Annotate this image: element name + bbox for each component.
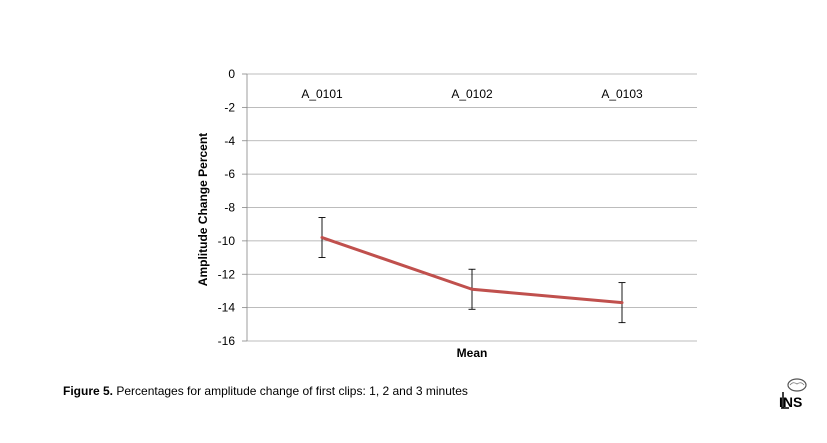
gridlines (242, 73, 697, 342)
series-group (318, 217, 626, 324)
y-tick-label: -6 (224, 167, 235, 181)
y-axis-title: Amplitude Change Percent (196, 133, 210, 286)
y-tick-label: -14 (218, 301, 236, 315)
brain-logo-icon: INS (775, 376, 823, 412)
y-tick-label: -12 (218, 267, 236, 281)
logo-text: INS (779, 394, 803, 410)
data-point (320, 236, 324, 240)
category-label: A_0101 (301, 87, 343, 101)
brain-icon (781, 378, 807, 409)
y-tick-label: -16 (218, 334, 236, 348)
data-point (470, 287, 474, 291)
line-chart: 0 -2 -4 -6 -8 -10 -12 -14 -16 A_0101 A_0102 A_0103… (196, 67, 697, 360)
y-axis-ticks: 0 -2 -4 -6 -8 -10 -12 -14 -16 (218, 67, 236, 348)
data-point (620, 301, 624, 305)
category-label: A_0103 (601, 87, 643, 101)
caption-label: Figure 5. (63, 384, 114, 398)
x-axis-title: Mean (457, 346, 488, 360)
caption-text: Percentages for amplitude change of firs… (113, 384, 468, 398)
y-tick-label: -8 (224, 201, 235, 215)
y-tick-label: -4 (224, 134, 235, 148)
category-label: A_0102 (451, 87, 493, 101)
figure-caption: Figure 5. Percentages for amplitude chan… (63, 384, 468, 398)
y-tick-label: 0 (228, 67, 235, 81)
category-labels: A_0101 A_0102 A_0103 (301, 87, 643, 101)
y-tick-label: -2 (224, 100, 235, 114)
y-tick-label: -10 (218, 234, 236, 248)
